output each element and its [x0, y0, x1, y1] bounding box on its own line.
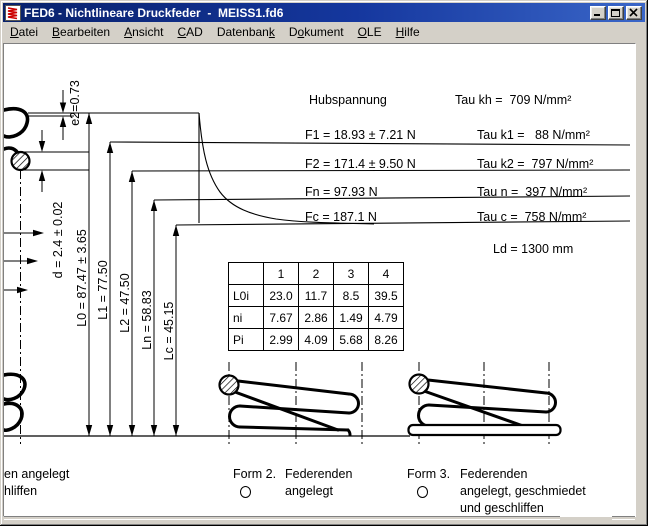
table-cell: 4.79 — [368, 306, 404, 329]
menu-datenbank[interactable]: Datenbank — [216, 25, 275, 39]
form3-name: Federenden — [460, 467, 528, 481]
close-button[interactable] — [626, 5, 642, 20]
form2-spring — [228, 379, 360, 437]
table-cell: 1.49 — [333, 306, 369, 329]
dim-label-Lc: Lc = 45.15 — [162, 302, 176, 361]
bottom-pane-edge-left — [4, 516, 560, 520]
menu-cad[interactable]: CAD — [177, 25, 203, 39]
form3-desc2: und geschliffen — [460, 501, 544, 515]
force-level-lines — [109, 141, 631, 226]
table-row: Pi 2.99 4.09 5.68 8.26 — [228, 328, 404, 351]
form3-desc1: angelegt, geschmiedet — [460, 484, 586, 498]
tau-k1-value: Tau k1 = 88 N/mm² — [477, 128, 590, 142]
table-row: L0i 23.0 11.7 8.5 39.5 — [228, 284, 404, 307]
diameter-arrows — [4, 229, 44, 294]
form2-radio[interactable] — [240, 486, 251, 498]
fc-value: Fc = 187.1 N — [305, 210, 377, 224]
table-cell: 8.26 — [368, 328, 404, 351]
tau-n-value: Tau n = 397 N/mm² — [477, 185, 588, 199]
form3-spring — [417, 378, 557, 431]
menu-ansicht[interactable]: Ansicht — [124, 25, 164, 39]
menu-hilfe[interactable]: Hilfe — [395, 25, 420, 39]
form3-wire-section — [408, 373, 430, 395]
table-cell: 23.0 — [263, 284, 299, 307]
dim-label-L0: L0 = 87.47 ± 3.65 — [75, 229, 89, 327]
table-header-cell: 2 — [298, 262, 334, 285]
table-cell: 11.7 — [298, 284, 334, 307]
menu-ole[interactable]: OLE — [357, 25, 382, 39]
bottom-pane-edge-right — [612, 516, 635, 520]
technical-drawing: e2=0.73 d = 2.4 ± 0.02 L0 = 87.47 ± 3.65… — [4, 80, 631, 446]
hubspannung-label: Hubspannung — [309, 93, 387, 107]
table-header-cell: 1 — [263, 262, 299, 285]
left-spring-section — [4, 106, 30, 433]
dim-label-e2: e2=0.73 — [68, 80, 82, 126]
length-dimension-lines — [88, 113, 177, 436]
dim-label-L1: L1 = 77.50 — [96, 260, 110, 319]
table-cell: 2.99 — [263, 328, 299, 351]
app-spring-icon — [5, 4, 21, 21]
minimize-icon — [594, 14, 600, 16]
table-row: ni 7.67 2.86 1.49 4.79 — [228, 306, 404, 329]
form2-name: Federenden — [285, 467, 353, 481]
form2-desc1: angelegt — [285, 484, 333, 498]
table-cell: 2.86 — [298, 306, 334, 329]
characteristic-curve — [28, 112, 375, 225]
table-cell: 8.5 — [333, 284, 369, 307]
form2-title: Form 2. — [233, 467, 277, 481]
close-icon — [629, 8, 638, 17]
d-dimension — [20, 130, 89, 192]
dimension-arrowheads — [85, 113, 180, 436]
menu-bearbeiten[interactable]: Bearbeiten — [52, 25, 111, 39]
maximize-button[interactable] — [608, 5, 624, 20]
maximize-icon — [611, 9, 620, 17]
table-cell: L0i — [228, 284, 264, 307]
table-cell: 5.68 — [333, 328, 369, 351]
table-cell: 39.5 — [368, 284, 404, 307]
table-cell: 7.67 — [263, 306, 299, 329]
form3-title: Form 3. — [407, 467, 451, 481]
table-cell: ni — [228, 306, 264, 329]
menu-datei[interactable]: Datei — [10, 25, 39, 39]
table-cell: 4.09 — [298, 328, 334, 351]
drawing-area: e2=0.73 d = 2.4 ± 0.02 L0 = 87.47 ± 3.65… — [4, 44, 635, 516]
spring-segments-table: 1 2 3 4 L0i 23.0 11.7 8.5 39.5 ni 7.67 2… — [228, 262, 404, 351]
form3-radio[interactable] — [417, 486, 428, 498]
table-header-cell: 4 — [368, 262, 404, 285]
dim-label-d: d = 2.4 ± 0.02 — [51, 202, 65, 279]
dim-label-Ln: Ln = 58.83 — [140, 290, 154, 349]
table-cell: Pi — [228, 328, 264, 351]
dim-label-L2: L2 = 47.50 — [118, 273, 132, 332]
tau-kh-value: Tau kh = 709 N/mm² — [455, 93, 572, 107]
tau-k2-value: Tau k2 = 797 N/mm² — [477, 157, 594, 171]
title-bar[interactable]: FED6 - Nichtlineare Druckfeder - MEISS1.… — [3, 3, 645, 22]
fn-value: Fn = 97.93 N — [305, 185, 378, 199]
table-header-cell: 3 — [333, 262, 369, 285]
menu-bar: Datei Bearbeiten Ansicht CAD Datenbank D… — [3, 22, 645, 42]
wire-cross-section — [10, 150, 31, 172]
form3-ground-end — [407, 423, 562, 437]
window-title: FED6 - Nichtlineare Druckfeder - MEISS1.… — [24, 5, 284, 20]
f1-value: F1 = 18.93 ± 7.21 N — [305, 128, 416, 142]
f2-value: F2 = 171.4 ± 9.50 N — [305, 157, 416, 171]
minimize-button[interactable] — [590, 5, 606, 20]
ld-value: Ld = 1300 mm — [493, 242, 574, 256]
table-header-cell — [228, 262, 264, 285]
e2-dimension — [28, 90, 74, 140]
form1-fragment-line1: en angelegt — [4, 467, 70, 481]
form1-fragment-line2: hliffen — [4, 484, 38, 498]
form2-wire-section — [218, 374, 240, 396]
tau-c-value: Tau c = 758 N/mm² — [477, 210, 587, 224]
menu-dokument[interactable]: Dokument — [288, 25, 344, 39]
